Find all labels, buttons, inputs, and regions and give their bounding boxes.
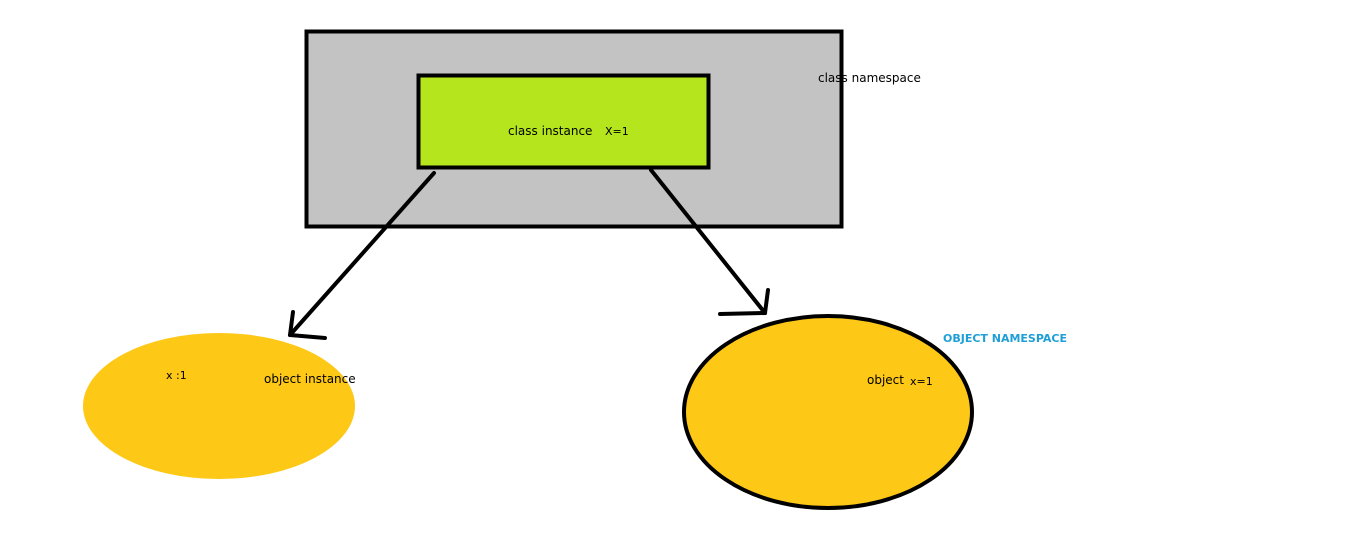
class-instance-value: X=1 [605,125,629,139]
object-label: object [867,373,904,387]
class-instance-box [419,76,709,168]
object-namespace-label: OBJECT NAMESPACE [943,332,1067,346]
object-instance-value: x :1 [166,369,187,383]
object-instance-label: object instance [264,372,356,386]
class-instance-label: class instance [508,124,592,138]
object-instance-ellipse [83,333,355,479]
object-value: x=1 [910,375,933,389]
class-namespace-label: class namespace [818,71,921,85]
object-ellipse [684,316,972,508]
